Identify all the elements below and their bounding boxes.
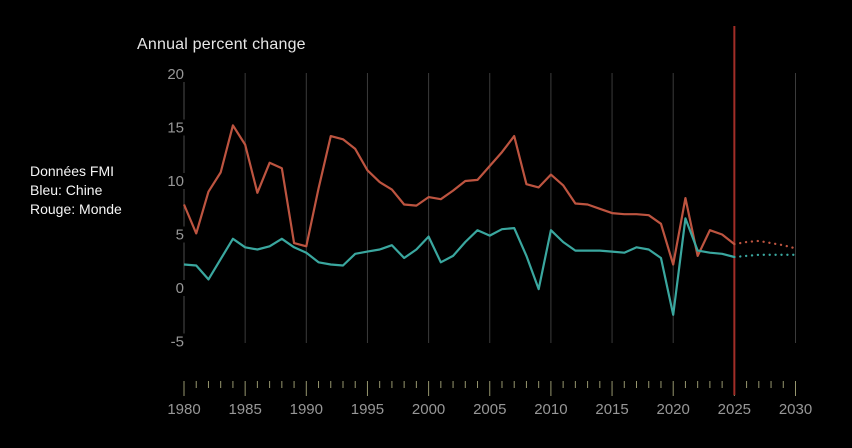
x-tick-label-2025: 2025 — [718, 401, 751, 418]
x-tick-label-1985: 1985 — [228, 401, 261, 418]
y-tick-label-20: 20 — [167, 66, 184, 83]
x-tick-label-1980: 1980 — [167, 401, 200, 418]
series-line-0-solid — [182, 124, 736, 266]
chart-title: Annual percent change — [137, 36, 306, 53]
x-tick-label-2010: 2010 — [534, 401, 567, 418]
x-tick-label-2030: 2030 — [779, 401, 812, 418]
x-tick-label-2020: 2020 — [657, 401, 690, 418]
x-tick-label-2015: 2015 — [595, 401, 628, 418]
y-tick-label-bg-20 — [157, 66, 186, 82]
y-tick-label--5: -5 — [171, 334, 184, 351]
x-tick-label-2000: 2000 — [412, 401, 445, 418]
y-tick-label-bg--5 — [157, 333, 186, 350]
annotation-source: Données FMI — [30, 163, 115, 179]
y-tick-label-15: 15 — [167, 120, 184, 137]
y-tick-label-bg-15 — [157, 119, 186, 136]
y-tick-label-10: 10 — [167, 173, 184, 190]
series-line-1-forecast-dotted — [733, 253, 797, 259]
x-tick-label-1990: 1990 — [290, 401, 323, 418]
y-tick-label-bg-5 — [157, 226, 186, 243]
series-line-1-solid — [183, 217, 735, 316]
source-annotation: Données FMI Bleu: Chine Rouge: Monde — [30, 162, 122, 219]
series-line-0-forecast-dotted — [733, 239, 797, 250]
annotation-legend-blue: Bleu: Chine — [30, 182, 103, 198]
x-tick-label-1995: 1995 — [351, 401, 384, 418]
annotation-legend-red: Rouge: Monde — [30, 201, 122, 217]
y-tick-label-bg-10 — [157, 173, 186, 189]
y-tick-label-bg-0 — [157, 280, 186, 296]
y-tick-label-5: 5 — [176, 227, 184, 244]
x-tick-label-2005: 2005 — [473, 401, 506, 418]
y-tick-label-0: 0 — [176, 280, 184, 297]
